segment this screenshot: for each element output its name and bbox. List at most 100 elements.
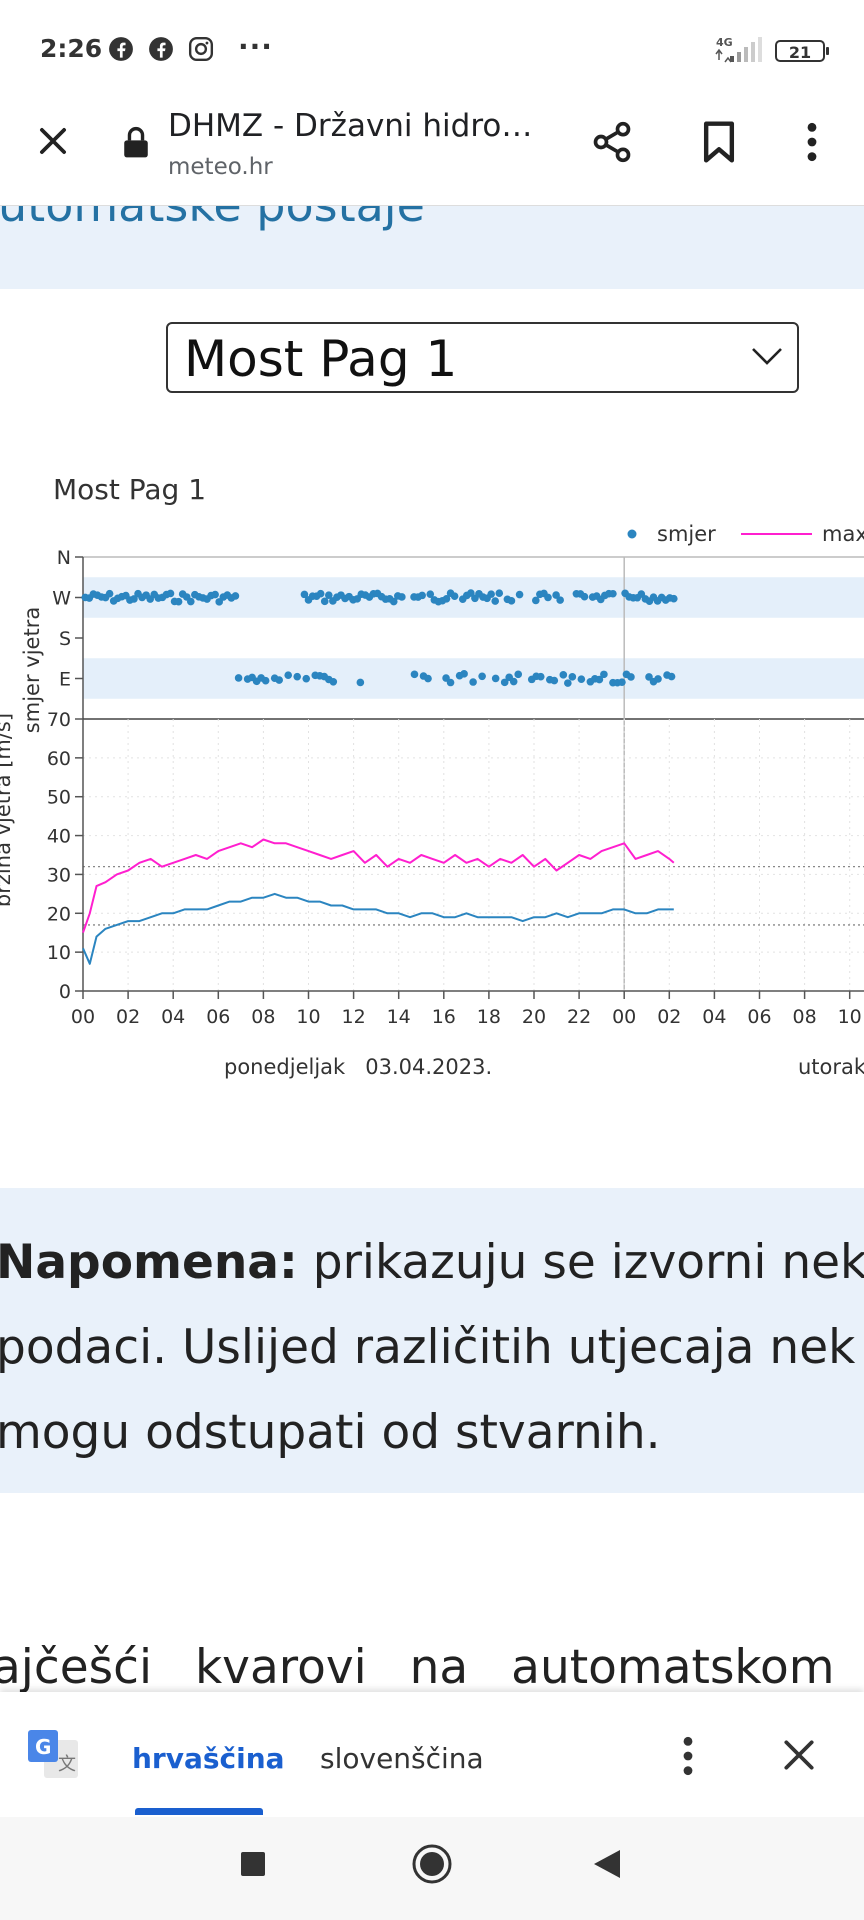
direction-point [356,678,365,687]
date-label-monday: ponedjeljak 03.04.2023. [224,1055,492,1079]
speed-tick-label: 60 [47,748,71,770]
direction-point [105,589,114,598]
language-tab-slovenian[interactable]: slovenščina [320,1742,484,1775]
direction-point [284,671,293,679]
system-nav-bar [0,1817,864,1920]
battery-indicator: 21 [775,40,829,62]
direction-point [186,597,195,606]
body-text-snippet: ajčešći kvarovi na automatskom [0,1640,835,1695]
home-icon[interactable] [410,1842,454,1886]
direction-point [450,592,459,601]
series-line-max [82,838,675,934]
direction-point [577,675,586,683]
direction-point [670,594,678,603]
direction-point [469,678,477,686]
direction-point [316,589,325,598]
direction-point [564,679,572,687]
direction-point [275,676,283,684]
more-notifications-icon: ··· [238,30,273,63]
more-options-icon[interactable] [798,120,826,164]
note-line-2: podaci. Uslijed različitih utjecaja nek [0,1320,856,1375]
instagram-icon [188,36,214,62]
note-text: Napomena: prikazuju se izvorni neko poda… [0,1220,864,1475]
direction-point [130,595,138,603]
speed-tick-label: 70 [47,709,71,731]
status-bar: 2:26 ··· 4G 21 [0,0,864,100]
direction-point [324,591,333,599]
note-band: Napomena: prikazuju se izvorni neko poda… [0,1188,864,1493]
active-language-indicator [135,1808,263,1815]
legend-max-label: max [822,522,864,546]
translate-options-icon[interactable] [674,1734,702,1778]
svg-text:G: G [35,1735,51,1759]
direction-point [568,673,577,681]
direction-point [515,590,524,599]
x-axis: 00 02 04 06 08 10 12 14 16 18 20 22 00 02 04 06 08 10 [71,991,862,1028]
direction-point [509,677,518,686]
direction-axis-label: smjer vjetra [20,607,44,733]
translate-close-icon[interactable] [780,1736,818,1774]
direction-point [302,674,311,683]
speed-panel: 0 10 20 30 40 50 60 70 [47,709,864,1003]
direction-point [618,678,626,686]
direction-point [491,674,500,683]
network-type: 4G [716,36,733,49]
station-select-value: Most Pag 1 [184,330,458,388]
x-tick-label: 20 [522,1006,546,1028]
direction-tick-label-e: E [59,669,71,691]
page-url[interactable]: meteo.hr [168,154,273,180]
direction-point [261,676,270,685]
note-label: Napomena: [0,1235,298,1290]
direction-point [320,597,329,606]
speed-axis-label: brzina vjetra [m/s] [0,713,15,907]
direction-tick-label-w: W [52,588,71,610]
direction-point [645,673,653,681]
direction-point [559,671,568,679]
google-translate-icon: 文 G [28,1730,78,1778]
direction-point [627,673,635,681]
direction-point [550,676,559,685]
direction-point [234,674,243,682]
language-tab-croatian[interactable]: hrvaščina [132,1742,285,1775]
close-icon[interactable] [34,122,72,160]
direction-point [467,589,475,597]
section-heading-band: utomatske postaje [0,206,864,289]
date-label-tuesday: utorak [798,1055,864,1079]
bookmark-icon[interactable] [700,120,738,164]
direction-point [552,591,560,599]
x-tick-label: 10 [838,1006,862,1028]
chart-title: Most Pag 1 [53,473,206,506]
direction-point [600,670,608,679]
section-heading: utomatske postaje [0,206,425,232]
direction-point [544,593,552,602]
direction-point [426,590,435,598]
back-icon[interactable] [590,1847,624,1881]
series-line-smjer [82,892,674,965]
direction-point [446,678,455,687]
station-select[interactable]: Most Pag 1 [166,322,799,393]
share-icon[interactable] [590,120,634,164]
x-tick-label: 04 [702,1006,726,1028]
lock-icon [124,126,148,158]
direction-point [609,589,617,598]
recents-icon[interactable] [238,1849,268,1879]
direction-point [495,589,504,598]
direction-point [231,592,240,600]
x-tick-label: 02 [657,1006,681,1028]
direction-point [389,597,398,606]
direction-point [487,590,495,598]
chart-legend: smjer max [627,522,864,546]
direction-point [442,594,451,603]
direction-point [491,597,500,605]
direction-point [410,670,419,679]
x-tick-label: 00 [612,1006,636,1028]
direction-point [514,670,523,679]
direction-tick-label-n: N [57,547,71,569]
speed-tick-label: 10 [47,942,71,964]
speed-tick-label: 50 [47,787,71,809]
page-title[interactable]: DHMZ - Državni hidro… [168,108,533,144]
x-tick-label: 00 [71,1006,95,1028]
